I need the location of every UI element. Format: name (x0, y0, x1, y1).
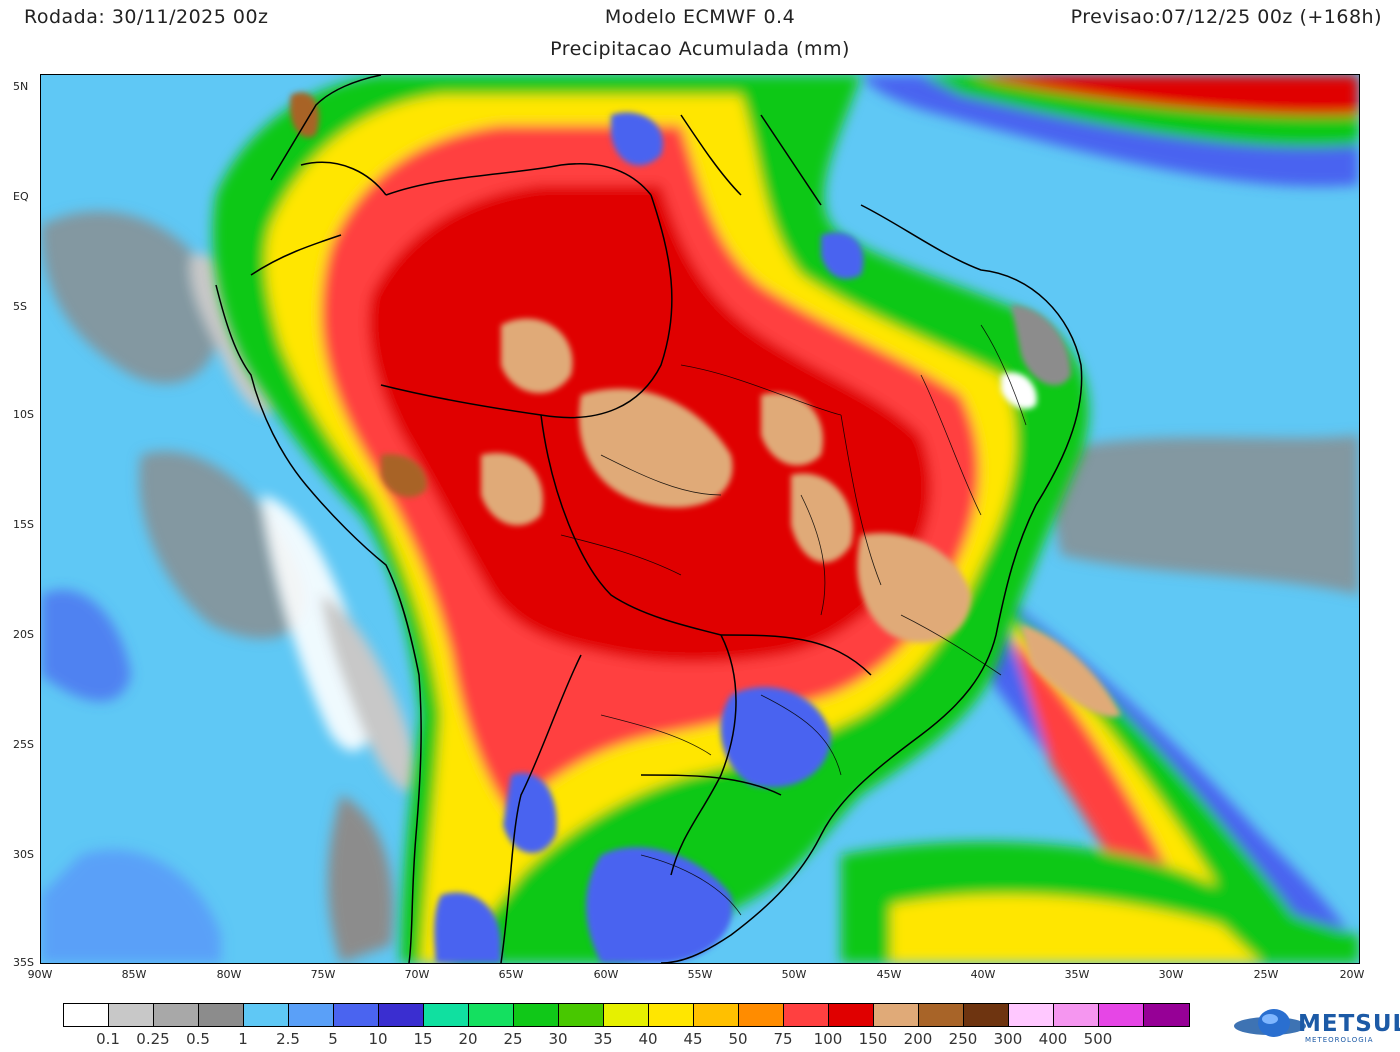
colorbar-label: 250 (948, 1030, 978, 1048)
lon-label-65w: 65W (498, 968, 524, 981)
colorbar-swatch (514, 1004, 559, 1026)
colorbar-label: 20 (458, 1030, 478, 1048)
lon-label-80w: 80W (216, 968, 242, 981)
colorbar-swatch (334, 1004, 379, 1026)
lat-label-35s: 35S (13, 956, 34, 969)
colorbar-label: 75 (773, 1030, 793, 1048)
colorbar-label: 1 (238, 1030, 248, 1048)
precipitation-colorbar (63, 1003, 1190, 1027)
colorbar-label: 5 (328, 1030, 338, 1048)
colorbar-swatch (109, 1004, 154, 1026)
model-name-label: Modelo ECMWF 0.4 (604, 6, 796, 28)
colorbar-swatch (424, 1004, 469, 1026)
lon-label-70w: 70W (404, 968, 430, 981)
colorbar-label: 50 (728, 1030, 748, 1048)
lat-label-25s: 25S (13, 738, 34, 751)
colorbar-swatch (784, 1004, 829, 1026)
lon-label-20w: 20W (1339, 968, 1365, 981)
product-title: Precipitacao Acumulada (mm) (550, 38, 850, 60)
colorbar-swatch (289, 1004, 334, 1026)
colorbar-swatch (604, 1004, 649, 1026)
lon-label-50w: 50W (781, 968, 807, 981)
colorbar-label: 25 (503, 1030, 523, 1048)
country-borders (215, 75, 1083, 963)
lon-label-60w: 60W (593, 968, 619, 981)
colorbar-swatch (154, 1004, 199, 1026)
map-canvas (41, 75, 1359, 963)
colorbar-swatch (199, 1004, 244, 1026)
lat-label-15s: 15S (13, 518, 34, 531)
colorbar-swatch (829, 1004, 874, 1026)
state-borders (560, 324, 1027, 916)
colorbar-swatch (244, 1004, 289, 1026)
lat-label-5n: 5N (13, 80, 29, 93)
lon-label-35w: 35W (1064, 968, 1090, 981)
colorbar-label: 10 (368, 1030, 388, 1048)
colorbar-label: 0.5 (186, 1030, 210, 1048)
lon-label-90w: 90W (27, 968, 53, 981)
colorbar-swatch (1144, 1004, 1189, 1026)
colorbar-swatch (919, 1004, 964, 1026)
colorbar-label: 45 (683, 1030, 703, 1048)
colorbar-label: 0.1 (96, 1030, 120, 1048)
lon-label-85w: 85W (121, 968, 147, 981)
lon-label-30w: 30W (1158, 968, 1184, 981)
lat-label-20s: 20S (13, 628, 34, 641)
lat-label-5s: 5S (13, 300, 27, 313)
logo-name: METSUL (1298, 1011, 1400, 1037)
colorbar-label: 100 (813, 1030, 843, 1048)
colorbar-swatch (649, 1004, 694, 1026)
colorbar-label: 400 (1038, 1030, 1068, 1048)
colorbar-label: 200 (903, 1030, 933, 1048)
lon-label-45w: 45W (876, 968, 902, 981)
lat-label-eq: EQ (13, 190, 29, 203)
colorbar-label: 500 (1083, 1030, 1113, 1048)
logo-tagline: METEOROLOGIA (1305, 1036, 1374, 1044)
lon-label-25w: 25W (1253, 968, 1279, 981)
colorbar-swatch (1009, 1004, 1054, 1026)
colorbar-swatch (1054, 1004, 1099, 1026)
forecast-time-label: Previsao:07/12/25 00z (+168h) (1070, 6, 1382, 28)
colorbar-label: 35 (593, 1030, 613, 1048)
colorbar-swatch (739, 1004, 784, 1026)
lon-label-55w: 55W (687, 968, 713, 981)
precipitation-map (40, 74, 1360, 964)
colorbar-label: 300 (993, 1030, 1023, 1048)
colorbar-label: 40 (638, 1030, 658, 1048)
lat-label-30s: 30S (13, 848, 34, 861)
colorbar-swatch (64, 1004, 109, 1026)
colorbar-label: 150 (858, 1030, 888, 1048)
colorbar-swatch (964, 1004, 1009, 1026)
colorbar-swatch (559, 1004, 604, 1026)
colorbar-swatch (1099, 1004, 1144, 1026)
lat-label-10s: 10S (13, 408, 34, 421)
colorbar-swatch (469, 1004, 514, 1026)
colorbar-label: 2.5 (276, 1030, 300, 1048)
run-time-label: Rodada: 30/11/2025 00z (24, 6, 269, 28)
colorbar-swatch (874, 1004, 919, 1026)
metsul-logo-icon (1234, 1009, 1306, 1037)
lon-label-75w: 75W (310, 968, 336, 981)
colorbar-label: 0.25 (136, 1030, 170, 1048)
colorbar-label: 30 (548, 1030, 568, 1048)
colorbar-label: 15 (413, 1030, 433, 1048)
colorbar-swatch (694, 1004, 739, 1026)
colorbar-swatch (379, 1004, 424, 1026)
lon-label-40w: 40W (970, 968, 996, 981)
